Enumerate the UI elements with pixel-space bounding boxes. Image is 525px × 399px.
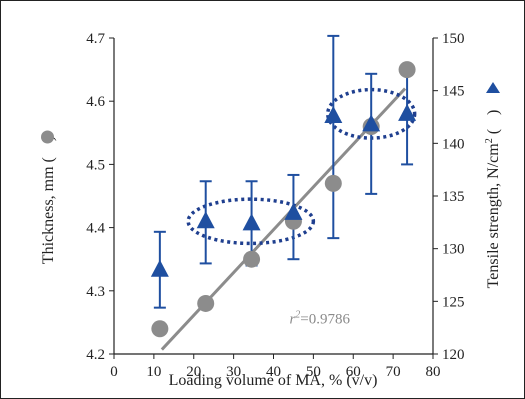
x-axis-label: Loading volume of MA, % (v/v)	[169, 372, 378, 389]
thickness-point	[151, 320, 169, 338]
y-left-axis-label-group: Thickness, mm ()	[40, 130, 57, 264]
tensile-point	[324, 105, 343, 123]
y-right-axis-label: Tensile strength, N/cm2 ()	[484, 110, 502, 289]
thickness-point	[243, 250, 261, 268]
x-tick-label: 30	[226, 364, 241, 380]
y-left-tick-label: 4.6	[86, 94, 105, 110]
y-right-tick-label: 140	[442, 136, 465, 152]
tensile-point	[284, 202, 303, 220]
x-tick-label: 50	[306, 364, 321, 380]
tick-group: 0 10 20 30 40 50 60 70 80 4.2 4.3 4.4 4.5 4.6 4.7 120 12…	[86, 31, 464, 380]
thickness-point	[197, 294, 215, 312]
y-right-axis-label-paren: (	[485, 129, 502, 134]
y-left-legend-circle	[41, 130, 54, 144]
r-squared-annotation: r2=0.9786	[289, 310, 350, 328]
x-tick-label: 10	[146, 364, 161, 380]
y-right-axis-label-sup: 2	[484, 138, 495, 143]
tensile-point	[242, 213, 261, 231]
r-squared-prefix: r	[289, 312, 295, 328]
x-tick-label: 60	[346, 364, 361, 380]
thickness-point	[398, 61, 416, 79]
r-squared-sup: 2	[295, 310, 300, 321]
r-squared-value: =0.9786	[300, 312, 350, 328]
y-left-tick-label: 4.5	[86, 157, 105, 173]
y-left-axis-label-text: Thickness, mm (	[40, 157, 57, 264]
y-left-tick-label: 4.2	[86, 347, 105, 363]
x-tick-label: 70	[386, 364, 401, 380]
x-tick-label: 20	[186, 364, 201, 380]
y-left-tick-label: 4.3	[86, 284, 105, 300]
y-right-axis-label-close: )	[485, 110, 502, 115]
tensile-point	[398, 103, 417, 121]
data-mark-group	[150, 34, 417, 338]
y-right-axis-label-group: Tensile strength, N/cm2 ()	[484, 82, 502, 288]
y-right-tick-label: 125	[442, 294, 465, 310]
y-right-legend-triangle	[486, 82, 500, 93]
y-right-axis-label-text: Tensile strength, N/cm	[485, 143, 502, 289]
y-right-tick-label: 145	[442, 84, 465, 100]
x-tick-label: 40	[266, 364, 281, 380]
tensile-point	[196, 211, 215, 229]
y-right-tick-label: 130	[442, 242, 465, 258]
thickness-point	[324, 174, 342, 192]
y-right-tick-label: 150	[442, 31, 465, 47]
tensile-point	[362, 114, 381, 132]
x-tick-label: 0	[110, 364, 118, 380]
y-right-tick-label: 135	[442, 189, 465, 205]
y-left-tick-label: 4.7	[86, 31, 105, 47]
y-left-tick-label: 4.4	[86, 221, 105, 237]
y-right-tick-label: 120	[442, 347, 465, 363]
tensile-point	[150, 259, 169, 277]
y-left-axis-label: Thickness, mm ()	[40, 136, 57, 264]
x-tick-label: 80	[426, 364, 441, 380]
